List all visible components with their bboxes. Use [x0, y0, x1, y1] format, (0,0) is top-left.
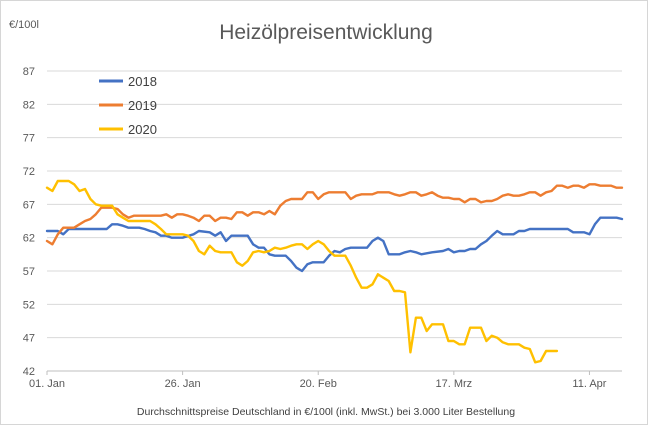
legend-label-2020: 2020 [128, 122, 157, 137]
x-tick-label: 17. Mrz [435, 378, 472, 390]
y-tick-label: 77 [23, 133, 35, 145]
y-tick-label: 57 [23, 266, 35, 278]
y-tick-label: 82 [23, 99, 35, 111]
x-tick-label: 26. Jan [165, 378, 201, 390]
legend-label-2018: 2018 [128, 74, 157, 89]
series-line-2018 [45, 216, 624, 273]
y-tick-label: 72 [23, 166, 35, 178]
y-tick-label: 87 [23, 66, 35, 78]
chart-title: Heizölpreisentwicklung [219, 21, 433, 44]
x-tick-label: 20. Feb [300, 378, 337, 390]
series-line-2019 [45, 183, 624, 246]
y-tick-label: 62 [23, 233, 35, 245]
y-axis-unit: €/100l [9, 19, 39, 31]
series-lines [45, 179, 624, 364]
y-tick-label: 42 [23, 366, 35, 378]
x-axis-caption: Durchschnittspreise Deutschland in €/100… [137, 406, 515, 418]
y-tick-label: 67 [23, 199, 35, 211]
series-line-2020 [45, 179, 559, 364]
y-axis-ticks: 42 47 52 57 62 67 72 77 82 87 [23, 66, 35, 378]
y-tick-label: 47 [23, 333, 35, 345]
y-tick-label: 52 [23, 299, 35, 311]
x-tick-label: 11. Apr [572, 378, 606, 390]
x-axis-ticks: 01. Jan 26. Jan 20. Feb 17. Mrz 11. Apr [29, 371, 607, 390]
gridlines [47, 70, 622, 372]
legend: 2018 2019 2020 [99, 74, 157, 137]
legend-label-2019: 2019 [128, 98, 157, 113]
x-tick-label: 01. Jan [29, 378, 65, 390]
